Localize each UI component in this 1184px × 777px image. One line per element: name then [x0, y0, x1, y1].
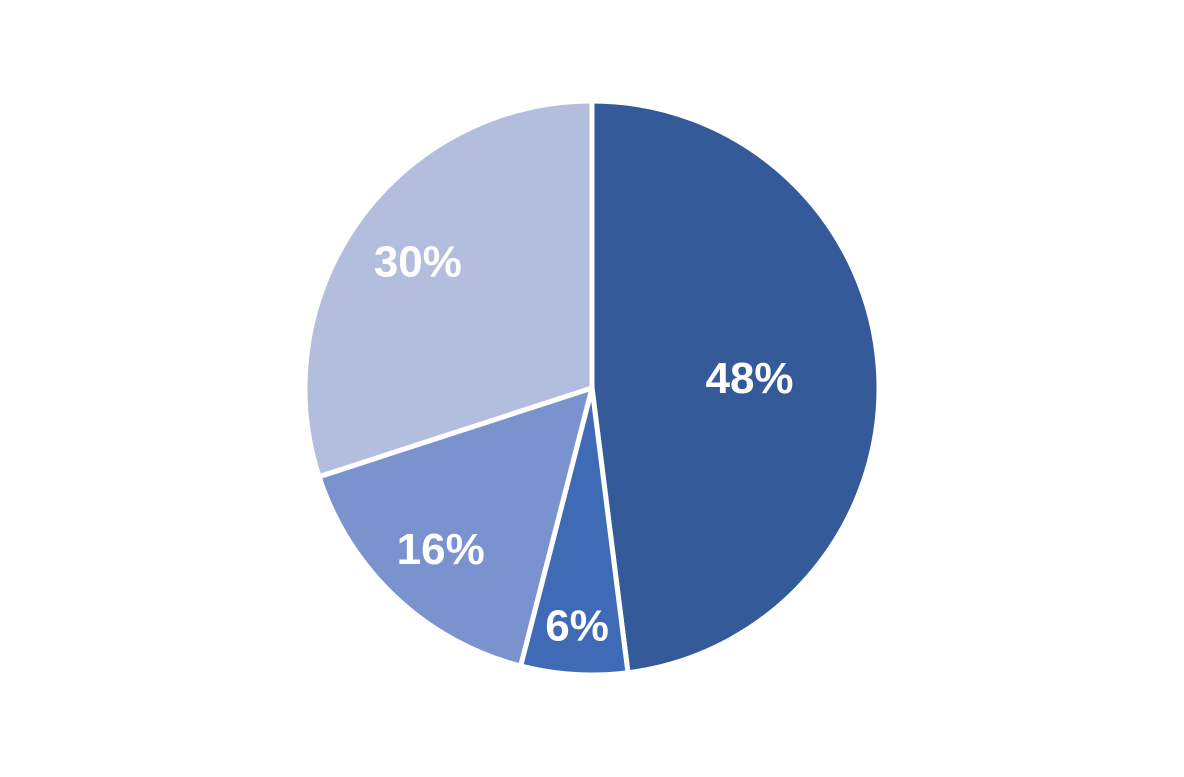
data-label: 16% — [397, 525, 485, 574]
data-label: 30% — [374, 237, 462, 286]
pie-slice-48pct — [589, 98, 882, 676]
pie-slices — [302, 98, 882, 678]
pie-slice-30pct — [302, 98, 595, 480]
data-label: 48% — [705, 354, 793, 403]
pie-slice-16pct — [316, 385, 595, 669]
data-label: 6% — [545, 602, 609, 651]
pie-labels: 48% 6% 16% 30% — [374, 237, 794, 650]
